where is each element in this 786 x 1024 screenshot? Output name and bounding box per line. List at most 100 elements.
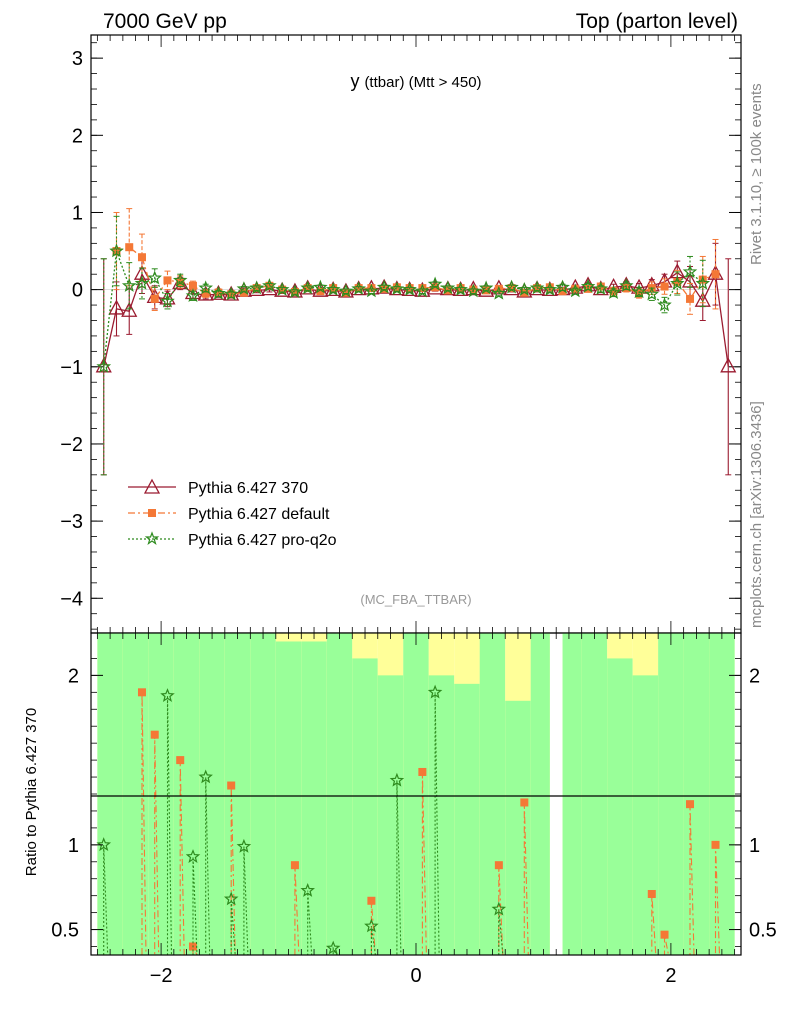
ratio-band-green <box>97 633 123 955</box>
ratio-band-green <box>607 658 633 955</box>
star-marker <box>338 283 354 298</box>
star-marker <box>300 280 315 295</box>
square-marker <box>290 861 299 870</box>
ratio-band-green <box>454 683 480 955</box>
ratio-band-green <box>173 633 200 955</box>
square-marker <box>214 288 223 297</box>
ratio-band-green <box>658 633 684 955</box>
star-marker <box>453 281 468 296</box>
square-marker <box>367 896 376 905</box>
main-x-ticks <box>96 35 736 633</box>
y-tick-label: −2 <box>60 434 83 456</box>
square-marker <box>316 287 325 296</box>
ratio-band-green <box>562 633 582 955</box>
star-marker <box>491 901 507 916</box>
ratio-y-tick-label: 2 <box>68 665 79 687</box>
star-marker <box>364 918 379 933</box>
series-0 <box>95 242 737 476</box>
square-marker <box>303 284 312 293</box>
legend-label-default: Pythia 6.427 default <box>188 506 330 523</box>
star-marker <box>198 769 213 784</box>
star-marker <box>491 285 507 300</box>
ratio-band-green <box>377 675 404 955</box>
series-line <box>103 271 729 367</box>
ratio-ylabel: Ratio to Pythia 6.427 370 <box>23 708 40 876</box>
star-marker <box>389 772 405 787</box>
square-marker <box>188 281 197 290</box>
star-marker <box>223 286 239 301</box>
square-marker <box>660 282 669 291</box>
legend-triangle-marker <box>143 478 161 494</box>
ratio-band-green <box>250 633 276 955</box>
ratio-panel: 2 2 1 1 0.5 0.5 −2 0 2 Ratio to Pythia 6.427 37… <box>23 632 777 987</box>
square-marker <box>265 281 274 290</box>
legend-entry-370: Pythia 6.427 370 <box>128 478 308 497</box>
star-marker <box>262 278 277 292</box>
square-marker <box>239 288 248 297</box>
ratio-band-green <box>505 700 531 955</box>
analysis-label: (MC_FBA_TTBAR) <box>360 592 471 607</box>
square-marker <box>137 688 146 697</box>
ratio-band-green <box>683 633 710 955</box>
star-marker <box>325 940 341 955</box>
square-marker <box>686 294 695 303</box>
main-y-axis: 3 2 1 0 −1 −2 −3 −4 <box>60 42 741 630</box>
legend-entry-proq2o: Pythia 6.427 pro-q2o <box>128 531 337 549</box>
ratio-y-tick-label-right: 0.5 <box>749 920 777 942</box>
ratio-band-green <box>530 633 550 955</box>
legend-label-proq2o: Pythia 6.427 pro-q2o <box>188 532 337 549</box>
square-marker <box>176 756 185 765</box>
star-marker <box>147 270 162 285</box>
main-series-group <box>95 208 737 476</box>
star-marker <box>185 849 201 863</box>
star-marker <box>313 279 328 294</box>
square-marker <box>137 253 146 262</box>
rivet-label: Rivet 3.1.10, ≥ 100k events <box>748 83 765 265</box>
star-marker <box>402 281 417 296</box>
plot-title: y (ttbar) (Mtt > 450) <box>350 71 481 91</box>
ratio-band-green <box>199 633 225 955</box>
ratio-bands <box>97 633 735 955</box>
star-marker <box>160 688 175 702</box>
ratio-band-green <box>428 675 455 955</box>
square-marker <box>163 276 172 285</box>
square-marker <box>290 287 299 296</box>
ratio-y-tick-label-right: 2 <box>749 665 760 687</box>
star-marker <box>695 275 711 290</box>
square-marker <box>609 287 618 296</box>
star-marker <box>249 280 264 295</box>
x-tick-label: 0 <box>410 965 421 987</box>
plot-title-sub: (ttbar) (Mtt > 450) <box>364 74 481 91</box>
series-2 <box>96 215 711 476</box>
y-tick-label: −4 <box>60 588 83 610</box>
y-tick-label: 3 <box>72 48 83 70</box>
ratio-y-tick-label: 1 <box>68 835 79 857</box>
ratio-band-green <box>403 633 429 955</box>
star-marker <box>134 275 150 290</box>
square-marker <box>698 275 707 284</box>
star-marker <box>160 293 175 308</box>
star-marker <box>185 288 201 303</box>
star-marker <box>389 281 405 296</box>
star-marker <box>236 281 252 296</box>
star-marker <box>427 276 443 291</box>
series-line <box>103 250 704 367</box>
star-marker <box>351 281 366 296</box>
ratio-y-tick-label: 0.5 <box>51 920 79 942</box>
triangle-marker <box>121 301 138 317</box>
y-tick-label: −3 <box>60 511 83 533</box>
star-marker <box>198 280 213 295</box>
square-marker <box>507 284 516 293</box>
x-tick-label: −2 <box>150 965 173 987</box>
ratio-band-green <box>352 658 378 955</box>
legend-square-marker <box>148 509 156 517</box>
header-right: Top (parton level) <box>576 10 738 33</box>
star-marker <box>274 281 290 296</box>
star-marker <box>223 891 239 906</box>
triangle-marker <box>720 357 737 373</box>
square-marker <box>494 861 503 870</box>
star-marker <box>287 284 303 299</box>
star-marker <box>644 286 660 301</box>
star-marker <box>236 838 252 853</box>
